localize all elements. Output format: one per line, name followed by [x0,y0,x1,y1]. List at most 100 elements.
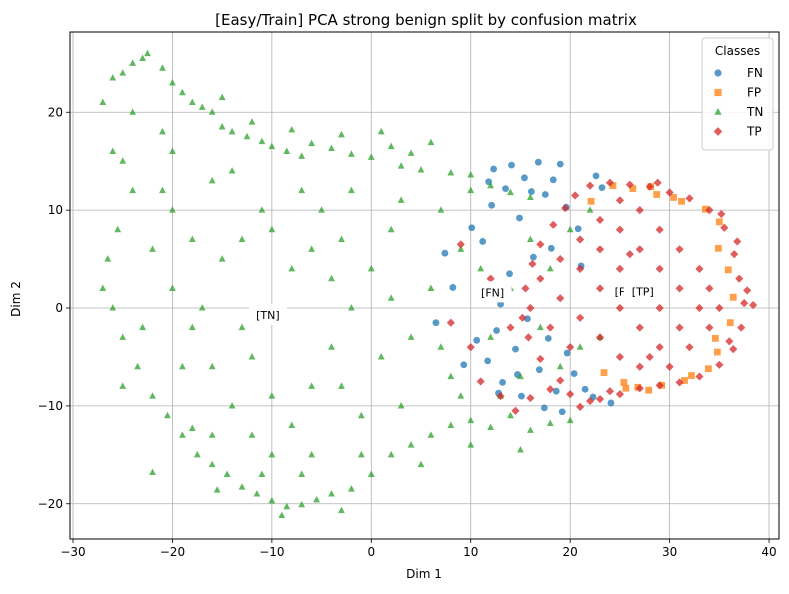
point-tp [546,385,555,394]
point-tp [486,274,495,283]
point-tn [149,468,156,475]
point-fn [544,334,552,342]
annotation-box [623,280,662,302]
point-tn [467,186,475,194]
y-tick-label: −20 [38,497,63,511]
point-tp [615,303,624,313]
point-tn [298,152,306,159]
point-tn [566,225,574,233]
annotation-label: [TN] [256,309,280,322]
point-fn [598,184,606,192]
point-tp [595,245,605,254]
point-tn [258,206,266,213]
point-fn [549,176,557,184]
legend-marker-fp [714,88,722,97]
point-fn [502,185,509,193]
point-tn [527,235,534,243]
point-fn [508,161,515,169]
x-tick-label: 10 [463,545,478,559]
point-tn [536,323,544,331]
point-tp [715,360,724,369]
point-tn [338,506,345,514]
point-tp [705,323,714,332]
point-tn [357,411,365,419]
point-tn [298,186,306,194]
point-tn [517,372,524,380]
point-tn [248,353,256,360]
point-tn [387,142,395,150]
point-tp [705,284,714,293]
point-tn [397,196,405,203]
point-tp [665,188,674,197]
point-tp [536,240,545,249]
point-fp [711,334,719,342]
point-tn [397,401,405,409]
point-tp [635,362,644,371]
point-tn [228,167,236,174]
point-tn [298,500,306,508]
annotation-box [473,281,512,303]
point-fp [622,384,630,392]
point-tp [653,178,662,187]
point-tn [243,132,251,140]
point-tn [268,225,276,233]
point-tp [735,274,744,283]
point-tn [487,181,495,189]
point-tn [198,304,206,311]
point-fn [468,224,476,232]
point-tn [288,264,296,272]
scatter-points [99,49,758,519]
point-tp [725,337,734,346]
point-tn [198,103,206,110]
point-tp [456,240,465,249]
point-tp [576,235,585,244]
legend-marker-tn [714,107,722,115]
point-fn [570,370,578,377]
point-tn [283,147,291,154]
point-tp [466,343,475,352]
y-tick-label: −10 [38,399,63,413]
x-tick-label: −10 [259,545,284,559]
point-tn [178,431,186,438]
point-fp [702,205,709,213]
point-tn [178,362,186,370]
point-tn [208,460,216,468]
point-tn [348,150,355,157]
point-tn [169,284,176,291]
point-tp [556,376,565,385]
point-tp [730,250,739,259]
point-tn [507,188,514,196]
point-tn [248,118,256,125]
point-tp [733,237,742,246]
point-tn [129,108,137,115]
point-tn [308,450,316,458]
point-tn [213,486,221,493]
point-fp [688,372,695,379]
point-fn [607,399,615,407]
point-tp [635,245,644,254]
point-tn [527,193,534,200]
legend-label: FP [747,86,761,100]
annotation-label: [F [615,285,626,298]
point-tp [635,206,644,215]
point-tn [427,138,435,146]
point-tn [169,206,176,213]
point-tp [675,323,684,332]
point-tp [566,390,575,399]
point-tn [357,450,365,458]
point-fn [527,188,535,195]
point-fn [547,244,555,252]
point-tp [576,402,585,411]
point-tn [218,123,226,130]
point-fn [581,385,589,393]
point-tn [586,206,594,213]
point-fn [488,201,496,209]
y-tick-label: 20 [48,105,63,119]
point-tn [208,108,216,115]
point-tp [521,284,530,293]
point-tp [615,264,624,273]
point-tp [655,225,664,234]
point-fn [574,225,582,233]
point-tp [645,352,654,362]
point-tn [348,304,355,311]
